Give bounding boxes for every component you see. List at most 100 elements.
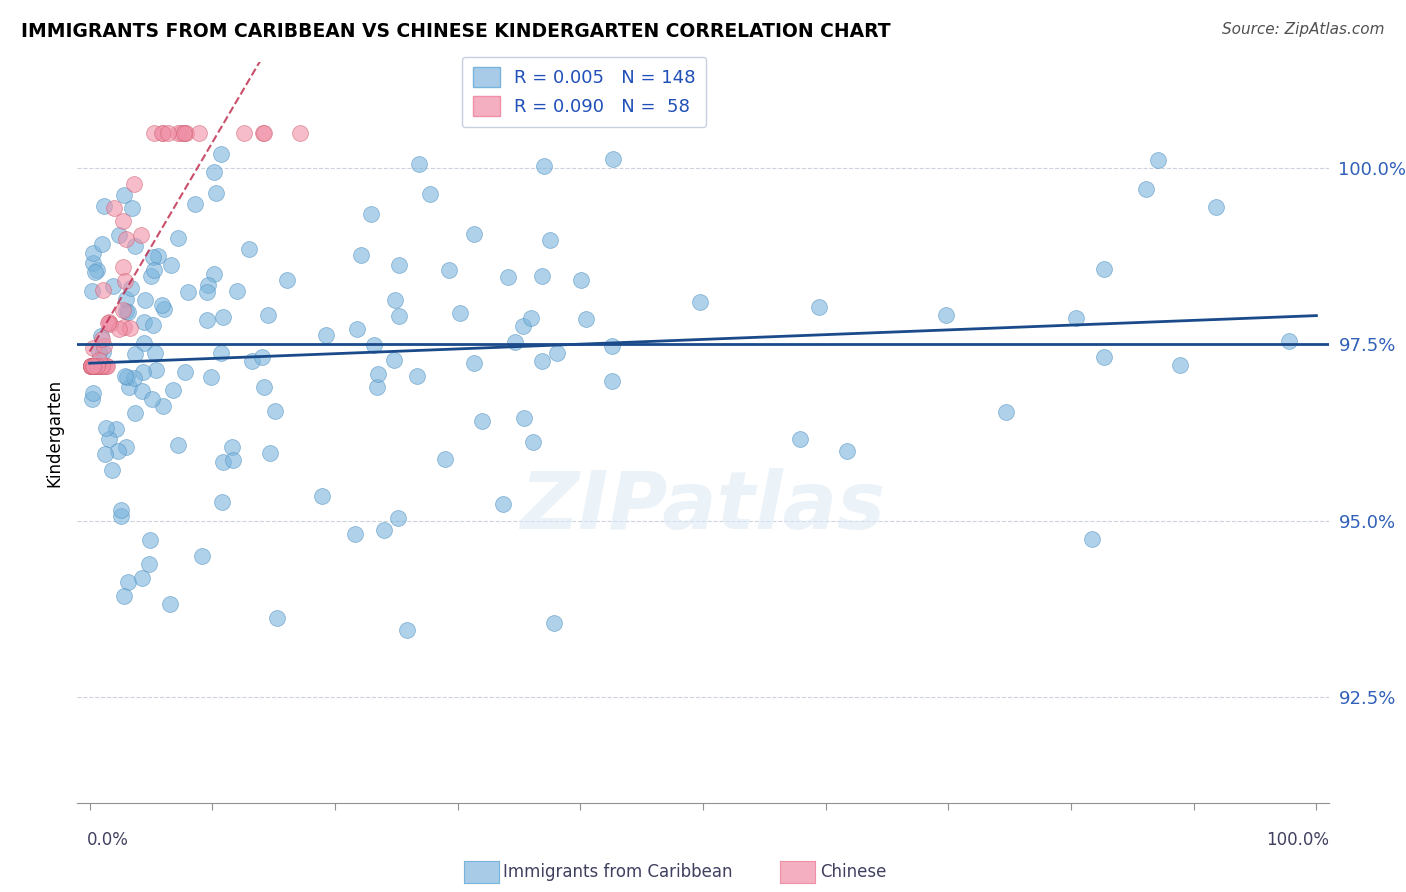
Point: [382, 353, 405, 368]
Point: [117, 380, 139, 394]
Point: [530, 268, 553, 283]
Text: 0.0%: 0.0%: [87, 831, 129, 849]
Point: [80, 359, 103, 373]
Point: [111, 302, 134, 317]
Point: [808, 300, 831, 314]
Point: [173, 126, 195, 140]
Point: [84, 359, 107, 373]
Point: [408, 157, 430, 171]
Point: [160, 258, 183, 272]
Point: [97, 315, 120, 329]
Point: [538, 233, 561, 247]
Point: [259, 446, 281, 460]
Point: [209, 147, 232, 161]
Point: [463, 356, 485, 370]
Point: [89, 359, 111, 373]
Point: [384, 293, 406, 307]
Point: [512, 319, 534, 334]
Point: [240, 354, 263, 368]
Point: [1092, 262, 1115, 277]
Point: [121, 202, 143, 216]
Point: [114, 274, 136, 288]
Point: [159, 597, 181, 611]
Point: [86, 359, 108, 373]
Point: [112, 319, 135, 334]
Point: [117, 305, 139, 319]
Point: [200, 370, 222, 384]
Point: [115, 369, 138, 384]
Point: [141, 392, 163, 406]
Point: [86, 263, 108, 277]
Point: [569, 273, 592, 287]
Point: [257, 308, 280, 322]
Point: [114, 440, 136, 454]
Point: [93, 199, 115, 213]
Point: [173, 126, 195, 140]
Point: [530, 354, 553, 368]
Point: [80, 359, 103, 373]
Point: [143, 262, 166, 277]
Point: [115, 292, 138, 306]
Point: [93, 359, 115, 373]
Point: [131, 384, 153, 398]
Point: [367, 367, 389, 381]
Point: [114, 231, 136, 245]
Point: [80, 359, 103, 373]
Point: [437, 262, 460, 277]
Point: [152, 399, 174, 413]
Point: [90, 332, 112, 346]
Point: [311, 489, 333, 503]
Point: [84, 359, 107, 373]
Point: [93, 345, 115, 359]
Point: [373, 523, 395, 537]
Point: [1168, 358, 1191, 372]
Point: [174, 365, 197, 379]
Point: [115, 304, 138, 318]
Point: [82, 359, 104, 373]
Point: [166, 126, 188, 140]
Point: [266, 611, 288, 625]
Point: [253, 380, 276, 394]
Point: [118, 320, 141, 334]
Point: [315, 328, 337, 343]
Point: [104, 422, 127, 436]
Text: Chinese: Chinese: [820, 863, 886, 881]
Point: [142, 318, 165, 332]
Y-axis label: Kindergarten: Kindergarten: [45, 378, 63, 487]
Point: [222, 453, 245, 467]
Point: [87, 352, 110, 367]
Point: [150, 126, 173, 140]
Point: [463, 227, 485, 241]
Point: [112, 260, 135, 274]
Point: [124, 346, 146, 360]
Point: [80, 359, 103, 373]
Point: [503, 334, 526, 349]
Point: [225, 284, 247, 298]
Point: [449, 305, 471, 319]
Point: [80, 284, 103, 298]
Point: [146, 250, 169, 264]
Point: [120, 281, 142, 295]
Point: [138, 557, 160, 571]
Point: [110, 503, 132, 517]
Point: [139, 533, 162, 548]
Point: [82, 245, 104, 260]
Point: [80, 359, 103, 373]
Point: [80, 359, 103, 373]
Point: [191, 549, 214, 563]
Point: [221, 440, 243, 454]
Point: [250, 350, 273, 364]
Point: [471, 414, 494, 428]
Point: [112, 188, 135, 202]
Point: [1064, 310, 1087, 325]
Point: [124, 177, 146, 191]
Point: [83, 359, 105, 373]
Point: [98, 318, 121, 332]
Point: [396, 624, 419, 638]
Point: [83, 359, 105, 373]
Point: [91, 284, 114, 298]
Point: [195, 285, 218, 300]
Point: [211, 310, 233, 324]
Point: [513, 411, 536, 425]
Point: [84, 265, 107, 279]
